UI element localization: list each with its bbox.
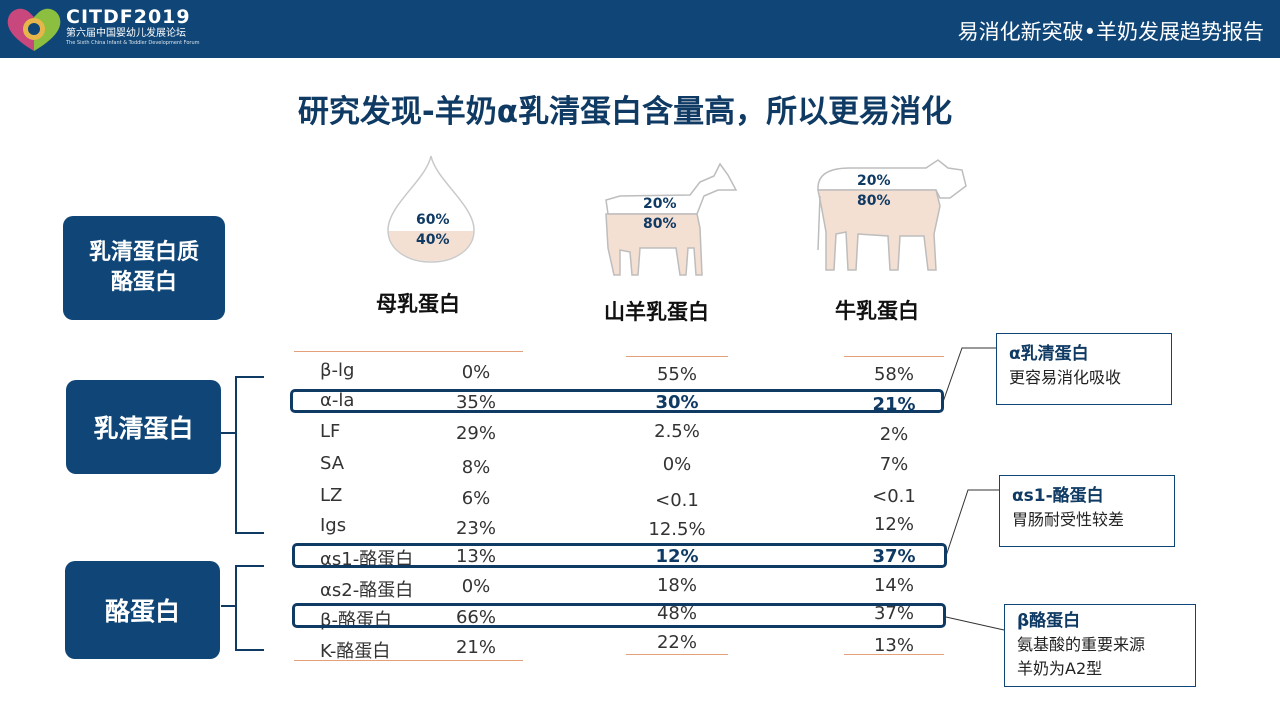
legend-box: 乳清蛋白质 酪蛋白 bbox=[63, 216, 225, 320]
highlight-as1-row bbox=[292, 543, 947, 568]
group-whey-box: 乳清蛋白 bbox=[66, 380, 221, 474]
note1-connector bbox=[942, 347, 996, 403]
note2-connector bbox=[945, 489, 999, 557]
row-name-kcasein: K-酪蛋白 bbox=[320, 641, 391, 662]
cell-ala-human: 35% bbox=[455, 392, 496, 413]
row-name-igs: Igs bbox=[320, 515, 347, 536]
note-as1-casein-body: 胃肠耐受性较差 bbox=[1012, 510, 1125, 529]
cell-lz-goat: <0.1 bbox=[655, 490, 699, 511]
cell-as2-human: 0% bbox=[461, 576, 491, 597]
cell-as1-goat: 12% bbox=[655, 546, 699, 567]
cell-blg-cow: 58% bbox=[873, 364, 914, 385]
note-b-casein-body-1: 氨基酸的重要来源 bbox=[1017, 635, 1146, 654]
cell-as2-goat: 18% bbox=[656, 575, 697, 596]
cell-as2-cow: 14% bbox=[873, 575, 914, 596]
cell-lz-cow: <0.1 bbox=[872, 486, 916, 507]
report-title: 易消化新突破•羊奶发展趋势报告 bbox=[957, 20, 1264, 44]
cell-kcasein-goat: 22% bbox=[656, 632, 697, 653]
cell-igs-cow: 12% bbox=[873, 514, 914, 535]
note-alpha-la-title: α乳清蛋白 bbox=[1009, 344, 1089, 364]
note-as1-casein-title: αs1-酪蛋白 bbox=[1012, 486, 1104, 506]
note3-connector bbox=[945, 616, 1005, 631]
logo-sub-en-text: The Sixth China Infant & Toddler Develop… bbox=[66, 40, 200, 46]
cell-bcasein-goat: 48% bbox=[656, 603, 697, 624]
cell-lf-human: 29% bbox=[455, 423, 496, 444]
goat-whey-pct: 20% bbox=[643, 196, 677, 212]
cell-blg-goat: 55% bbox=[656, 364, 697, 385]
col-goat-name: 山羊乳蛋白 bbox=[604, 300, 709, 324]
cell-lz-human: 6% bbox=[461, 488, 491, 509]
divider-cow-bottom bbox=[844, 654, 944, 655]
casein-bracket bbox=[235, 565, 264, 651]
row-name-lf: LF bbox=[320, 421, 341, 442]
cell-lf-cow: 2% bbox=[879, 424, 909, 445]
divider-goat-top bbox=[626, 356, 728, 357]
divider-human-top bbox=[294, 351, 523, 352]
note-as1-casein: αs1-酪蛋白 胃肠耐受性较差 bbox=[999, 475, 1175, 547]
cell-as1-cow: 37% bbox=[872, 546, 916, 567]
row-name-ala: α-la bbox=[320, 390, 355, 411]
note-b-casein-title: β酪蛋白 bbox=[1017, 611, 1081, 631]
header-bar: CITDF2019 第六届中国婴幼儿发展论坛 The Sixth China I… bbox=[0, 0, 1280, 58]
slide-title: 研究发现-羊奶α乳清蛋白含量高，所以更易消化 bbox=[297, 94, 953, 130]
divider-goat-bottom bbox=[626, 654, 728, 655]
note-alpha-la-body: 更容易消化吸收 bbox=[1009, 368, 1122, 387]
col-cow-name: 牛乳蛋白 bbox=[835, 299, 919, 323]
divider-cow-top bbox=[844, 356, 944, 357]
highlight-ala-row bbox=[290, 389, 944, 413]
note-alpha-la: α乳清蛋白 更容易消化吸收 bbox=[996, 333, 1172, 405]
legend-casein-label: 酪蛋白 bbox=[110, 270, 177, 295]
human-casein-pct: 40% bbox=[416, 232, 450, 248]
divider-human-bottom bbox=[294, 660, 523, 661]
note-b-casein: β酪蛋白 氨基酸的重要来源 羊奶为A2型 bbox=[1004, 604, 1196, 687]
cell-igs-goat: 12.5% bbox=[648, 519, 706, 540]
goat-casein-pct: 80% bbox=[643, 216, 677, 232]
cow-whey-pct: 20% bbox=[857, 173, 891, 189]
cell-kcasein-human: 21% bbox=[455, 637, 496, 658]
milk-drop-icon bbox=[387, 155, 475, 263]
forum-logo-icon bbox=[7, 8, 61, 52]
goat-icon bbox=[605, 162, 738, 276]
cell-sa-goat: 0% bbox=[662, 454, 692, 475]
cell-sa-cow: 7% bbox=[879, 454, 909, 475]
cell-blg-human: 0% bbox=[461, 362, 491, 383]
cell-lf-goat: 2.5% bbox=[654, 421, 700, 442]
cell-kcasein-cow: 13% bbox=[873, 635, 914, 656]
logo-main-text: CITDF2019 bbox=[66, 6, 191, 28]
row-name-lz: LZ bbox=[320, 485, 343, 506]
cell-bcasein-cow: 37% bbox=[873, 603, 914, 624]
cell-ala-goat: 30% bbox=[655, 392, 699, 413]
cell-as1-human: 13% bbox=[455, 546, 496, 567]
logo-sub-text: 第六届中国婴幼儿发展论坛 bbox=[66, 28, 186, 39]
note-b-casein-body-2: 羊奶为A2型 bbox=[1017, 659, 1103, 678]
group-casein-box: 酪蛋白 bbox=[65, 561, 220, 659]
cell-sa-human: 8% bbox=[461, 457, 491, 478]
legend-whey-label: 乳清蛋白质 bbox=[88, 240, 199, 265]
col-human-name: 母乳蛋白 bbox=[376, 292, 460, 316]
highlight-bcasein-row bbox=[292, 603, 946, 628]
logo-text: CITDF2019 第六届中国婴幼儿发展论坛 The Sixth China I… bbox=[66, 6, 200, 47]
cell-bcasein-human: 66% bbox=[455, 607, 496, 628]
cell-igs-human: 23% bbox=[455, 518, 496, 539]
cow-icon bbox=[817, 159, 967, 271]
cell-ala-cow: 21% bbox=[872, 394, 916, 415]
whey-bracket bbox=[235, 376, 264, 534]
human-whey-pct: 60% bbox=[416, 212, 450, 228]
row-name-as1: αs1-酪蛋白 bbox=[320, 549, 414, 570]
row-name-blg: β-lg bbox=[320, 360, 355, 381]
row-name-sa: SA bbox=[320, 453, 345, 474]
cow-casein-pct: 80% bbox=[857, 193, 891, 209]
row-name-as2: αs2-酪蛋白 bbox=[320, 580, 414, 601]
